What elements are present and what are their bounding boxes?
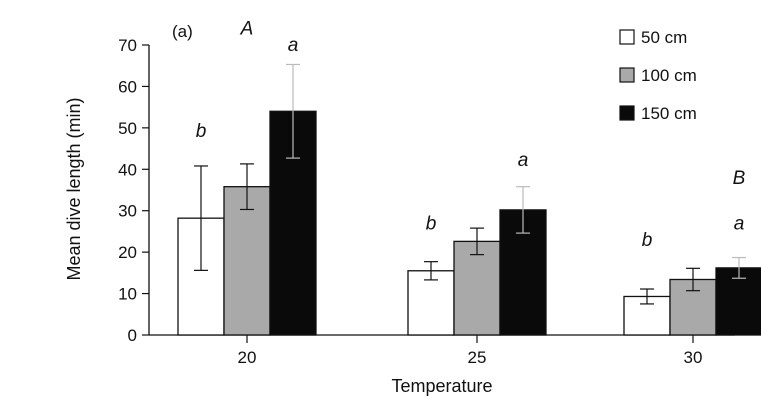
significance-label: b (426, 213, 437, 234)
legend-label: 150 cm (641, 104, 697, 123)
bar (715, 267, 761, 336)
y-tick-label: 20 (118, 243, 137, 262)
y-tick-label: 30 (118, 202, 137, 221)
significance-label: b (196, 121, 207, 142)
x-tick-label: 25 (468, 348, 487, 367)
panel-label: (a) (172, 22, 193, 41)
x-tick-label: 20 (238, 348, 257, 367)
legend-label: 100 cm (641, 66, 697, 85)
significance-label: a (288, 35, 299, 56)
bar (453, 240, 501, 336)
legend-swatch (619, 67, 635, 83)
y-axis-title: Mean dive length (min) (64, 97, 84, 280)
y-tick-label: 0 (128, 326, 137, 345)
significance-label: A (240, 19, 254, 40)
significance-label: a (734, 213, 745, 234)
y-tick-label: 70 (118, 36, 137, 55)
legend-label: 50 cm (641, 28, 687, 47)
significance-label: b (642, 230, 653, 251)
significance-label: a (518, 150, 529, 171)
bar (177, 217, 225, 336)
significance-label: B (733, 168, 746, 189)
bar (407, 270, 455, 336)
plot-area: 0 10 20 30 40 50 60 70 20 25 30 Aa b b a Bb a (118, 19, 761, 367)
y-tick-label: 50 (118, 119, 137, 138)
y-tick-label: 10 (118, 285, 137, 304)
x-tick-label: 30 (684, 348, 703, 367)
x-axis-title: Temperature (391, 376, 492, 396)
legend-swatch (619, 105, 635, 121)
legend: 50 cm 100 cm 150 cm (619, 28, 697, 123)
legend-swatch (619, 29, 635, 45)
bar (223, 186, 271, 336)
y-tick-label: 60 (118, 77, 137, 96)
y-tick-label: 40 (118, 160, 137, 179)
